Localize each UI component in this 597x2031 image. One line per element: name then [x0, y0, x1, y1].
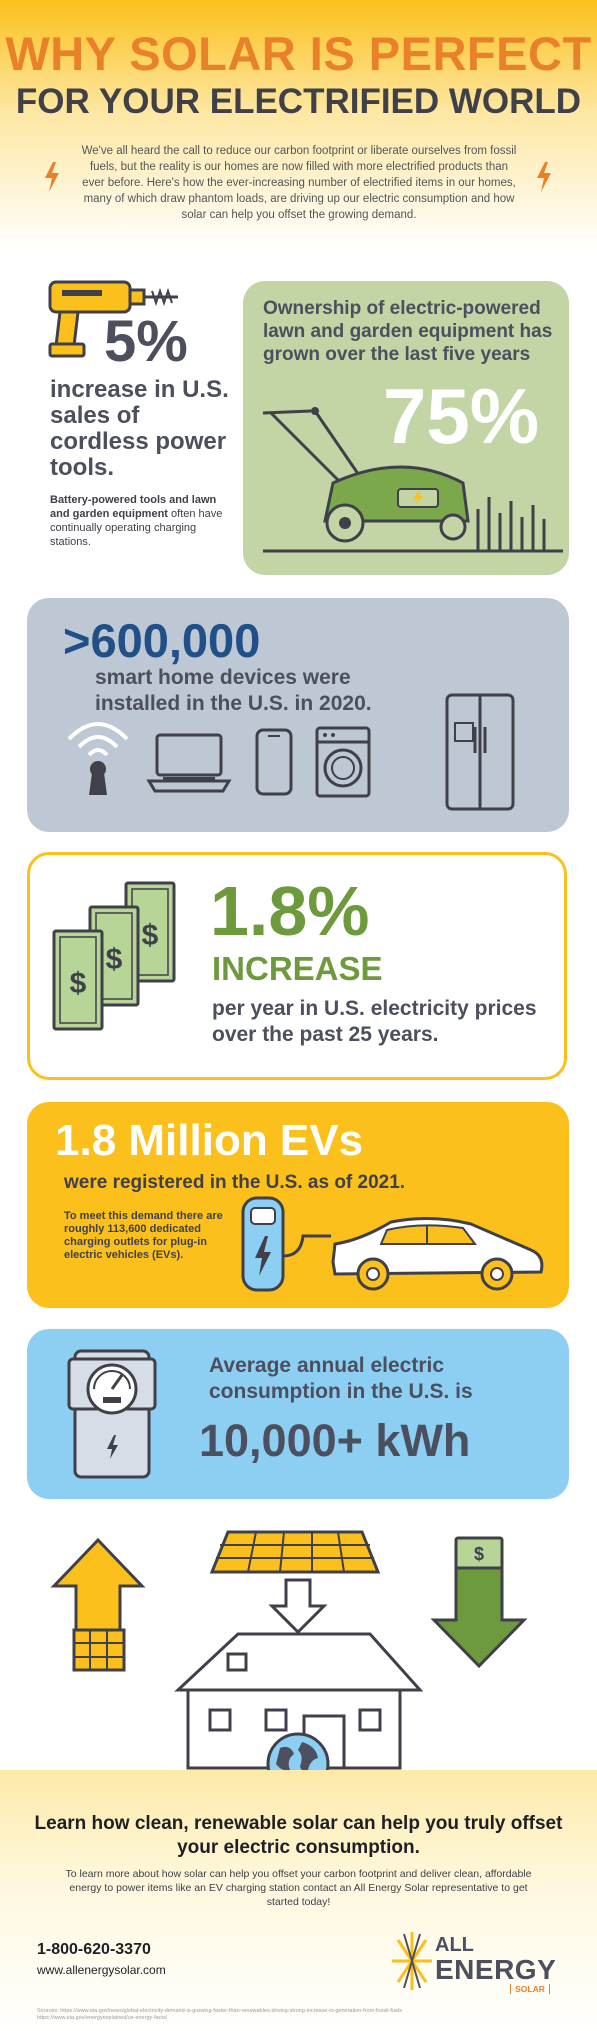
- footer: Learn how clean, renewable solar can hel…: [0, 1770, 597, 2031]
- sources-text: Sources: https://www.eia.gov/news/global…: [37, 2008, 402, 2021]
- ev-title: 1.8 Million EVs: [55, 1116, 364, 1165]
- cordless-drill-icon: [48, 280, 178, 358]
- house-icon: [174, 1632, 424, 1770]
- up-arrow-icon: [50, 1537, 146, 1672]
- consumption-card: Average annual electric consumption in t…: [27, 1329, 569, 1499]
- logo-all-text: ALL: [435, 1934, 474, 1956]
- tools-headline: increase in U.S. sales of cordless power…: [50, 376, 229, 481]
- tools-detail-rest: often have continually operating chargin…: [50, 508, 223, 548]
- ev-card: 1.8 Million EVs were registered in the U…: [27, 1102, 569, 1308]
- bill-dollar-sign: $: [142, 919, 159, 952]
- footer-body: To learn more about how solar can help y…: [65, 1868, 532, 1908]
- header-banner: [0, 0, 597, 250]
- sun-burst-icon: [392, 1932, 432, 1990]
- lawn-mower-icon: [262, 407, 563, 553]
- intro-paragraph: We've all heard the call to reduce our c…: [81, 145, 517, 221]
- lightning-bolt-icon: [537, 162, 551, 192]
- electric-meter-icon: [67, 1349, 157, 1479]
- website-link[interactable]: www.allenergysolar.com: [37, 1963, 166, 1977]
- price-increase-percent: 1.8%: [210, 872, 370, 950]
- footer-headline: Learn how clean, renewable solar can hel…: [34, 1813, 563, 1858]
- consumption-value: 10,000+ kWh: [199, 1415, 471, 1466]
- lawn-equipment-card: Ownership of electric-powered lawn and g…: [243, 281, 569, 575]
- money-bills-icon: $ $ $: [52, 881, 176, 1031]
- refrigerator-icon: [445, 693, 515, 811]
- tools-percent: 5%: [104, 309, 188, 374]
- smart-home-card: >600,000 smart home devices were install…: [27, 598, 569, 832]
- smart-home-number: >600,000: [63, 614, 261, 667]
- tools-detail-bold: Battery-powered tools and lawn and garde…: [50, 494, 217, 520]
- washing-machine-icon: [315, 726, 371, 798]
- logo-energy-text: ENERGY: [435, 1954, 557, 1985]
- ev-charging-icon: [241, 1196, 544, 1292]
- phone-number-link[interactable]: 1-800-620-3370: [37, 1941, 151, 1958]
- consumption-text: Average annual electric consumption in t…: [209, 1354, 473, 1403]
- price-increase-label: INCREASE: [212, 950, 383, 987]
- all-energy-solar-logo: ALL ENERGY SOLAR: [390, 1928, 570, 1998]
- logo-solar-text: SOLAR: [510, 1984, 550, 1994]
- solar-panel-icon: [209, 1530, 381, 1574]
- bill-dollar-sign: $: [106, 943, 123, 976]
- laptop-icon: [146, 733, 232, 793]
- page-subtitle: FOR YOUR ELECTRIFIED WORLD: [15, 82, 582, 121]
- smart-home-text: smart home devices were installed in the…: [95, 666, 372, 715]
- ev-detail: To meet this demand there are roughly 11…: [64, 1210, 223, 1261]
- down-arrow-dollar-sign: $: [474, 1544, 484, 1564]
- smartphone-icon: [255, 728, 293, 796]
- bill-dollar-sign: $: [70, 967, 87, 1000]
- solar-house-graphic: $: [50, 1530, 528, 1770]
- page-title: WHY SOLAR IS PERFECT: [5, 27, 592, 80]
- wifi-sensor-icon: [67, 722, 129, 795]
- electricity-price-card: $ $ $ 1.8% INCREASE per year in U.S. ele…: [27, 852, 567, 1080]
- lawn-percent: 75%: [383, 372, 540, 460]
- ev-subtitle: were registered in the U.S. as of 2021.: [64, 1172, 406, 1193]
- lightning-bolt-icon: [45, 162, 59, 192]
- down-dollar-arrow-icon: $: [430, 1536, 528, 1669]
- down-arrow-to-house-icon: [268, 1578, 328, 1635]
- price-increase-text: per year in U.S. electricity prices over…: [212, 997, 537, 1046]
- lawn-text: Ownership of electric-powered lawn and g…: [263, 298, 553, 365]
- tools-detail: Battery-powered tools and lawn and garde…: [50, 493, 230, 549]
